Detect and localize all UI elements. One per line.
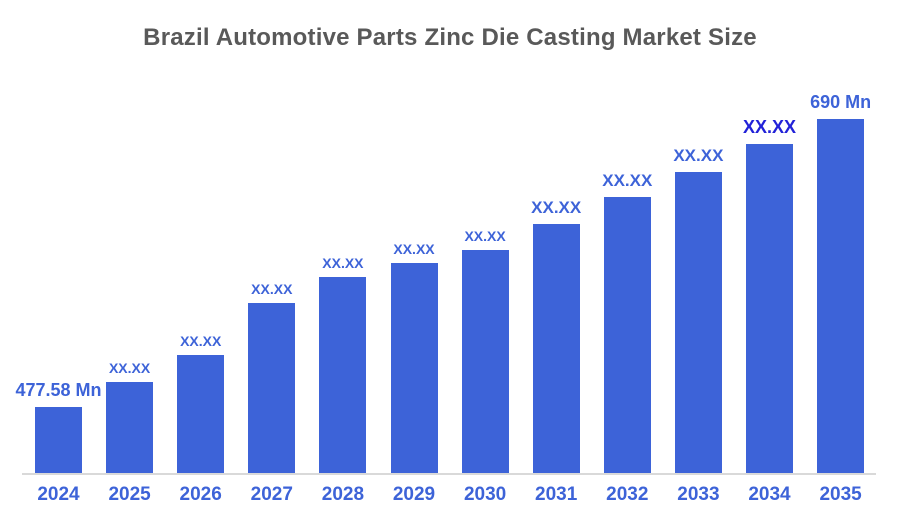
- bar-2028: [319, 277, 367, 473]
- value-label-2032: XX.XX: [602, 171, 653, 191]
- x-axis-label-2029: 2029: [392, 484, 436, 505]
- chart-title: Brazil Automotive Parts Zinc Die Casting…: [143, 24, 757, 51]
- bar-2031: [532, 224, 580, 473]
- x-axis-label-2024: 2024: [37, 484, 80, 505]
- value-label-2030: XX.XX: [464, 227, 506, 244]
- chart-column-2024: 477.58 Mn: [15, 380, 102, 473]
- chart-column-2027: XX.XX: [236, 280, 307, 473]
- value-label-2031: XX.XX: [531, 198, 582, 218]
- x-axis-label-2030: 2030: [463, 484, 507, 505]
- bar-2033: [674, 172, 722, 473]
- x-axis-label-2034: 2034: [748, 484, 791, 505]
- value-label-2033: XX.XX: [673, 146, 724, 166]
- bar-2029: [390, 263, 438, 473]
- value-label-2035: 690 Mn: [810, 92, 872, 113]
- x-axis-label-2031: 2031: [535, 484, 578, 505]
- chart-column-2031: XX.XX: [521, 199, 592, 473]
- bar-2026: [177, 355, 225, 473]
- chart-column-2028: XX.XX: [307, 254, 378, 473]
- x-axis-label-2027: 2027: [250, 484, 293, 505]
- chart-column-2030: XX.XX: [450, 227, 521, 473]
- chart-column-2029: XX.XX: [379, 240, 450, 473]
- chart-column-2034: XX.XX: [734, 117, 805, 473]
- chart-column-2026: XX.XX: [165, 332, 236, 473]
- value-label-2025: XX.XX: [108, 359, 151, 376]
- value-label-2026: XX.XX: [180, 332, 222, 349]
- chart-column-2035: 690 Mn: [805, 92, 876, 473]
- bar-2027: [248, 303, 296, 473]
- value-label-2034: XX.XX: [742, 117, 797, 138]
- bar-2024: [35, 407, 82, 473]
- bar-2032: [603, 197, 651, 473]
- x-axis-label-2035: 2035: [819, 484, 862, 505]
- x-axis-label-2028: 2028: [321, 484, 365, 505]
- chart-column-2032: XX.XX: [592, 172, 663, 473]
- bar-2025: [106, 382, 154, 473]
- value-label-2027: XX.XX: [251, 280, 293, 297]
- x-axis-label-2026: 2026: [179, 484, 222, 505]
- bar-2035: [817, 119, 865, 473]
- x-axis-label-2025: 2025: [108, 484, 151, 505]
- bar-2030: [461, 250, 509, 473]
- x-axis-line: [22, 473, 876, 475]
- x-axis-label-2032: 2032: [606, 484, 649, 505]
- chart-column-2033: XX.XX: [663, 147, 734, 473]
- chart-column-2025: XX.XX: [94, 359, 165, 473]
- value-label-2029: XX.XX: [393, 240, 435, 257]
- value-label-2024: 477.58 Mn: [15, 380, 102, 401]
- bar-2034: [746, 144, 793, 473]
- x-axis-label-2033: 2033: [677, 484, 720, 505]
- value-label-2028: XX.XX: [322, 254, 364, 271]
